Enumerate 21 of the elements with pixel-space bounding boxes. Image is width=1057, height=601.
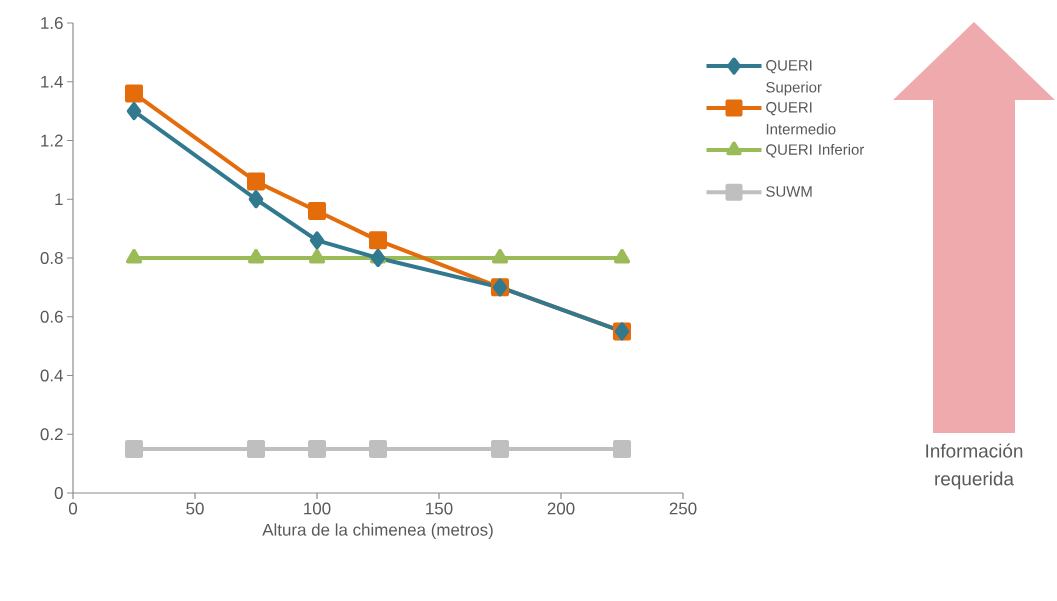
x-tick-label: 250 [669,502,697,515]
x-tick-label: 100 [304,502,331,515]
x-tick-label: 50 [186,502,204,515]
y-tick-label: 0 [54,486,63,499]
y-tick-label: 0.8 [40,251,63,264]
text: Información requerida [926,443,1023,490]
y-tick-label: 0.4 [40,369,63,382]
legend-label: SUWM [766,186,812,197]
y-tick-label: 0.2 [40,428,63,441]
x-tick-label: 150 [426,502,453,515]
legend-label: QUERI Superior [766,60,822,96]
y-tick-label: 0.6 [40,310,63,323]
x-axis-title: Altura de la chimenea (metros) [262,523,493,540]
y-tick-label: 1.4 [41,75,63,88]
legend-label: QUERI Intermedio [766,101,836,135]
y-tick-label: 1.2 [41,134,63,147]
y-tick-label: 1.6 [41,16,63,29]
y-tick-label: 1 [55,193,63,206]
x-tick-label: 200 [547,502,575,515]
x-tick-label: 0 [68,502,78,515]
legend-label: QUERI Inferior [766,143,865,158]
